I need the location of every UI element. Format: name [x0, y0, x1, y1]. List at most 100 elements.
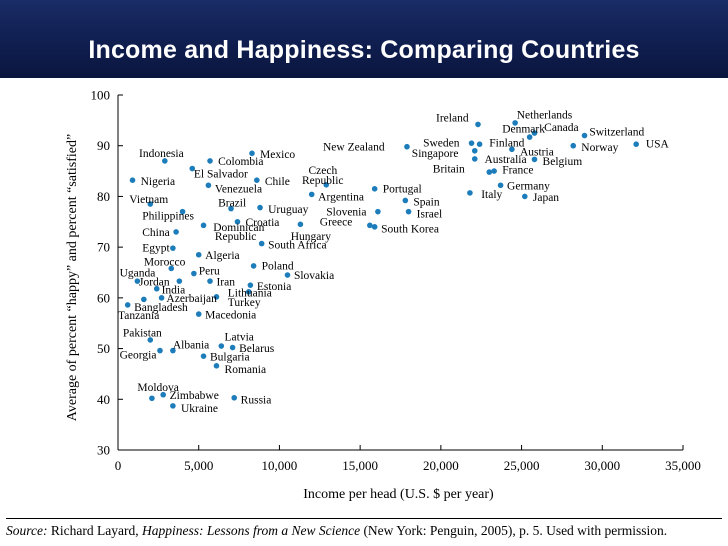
x-tick-label: 25,000 [504, 458, 540, 473]
data-point [147, 201, 154, 207]
title-banner [0, 0, 728, 78]
country-label: Germany [507, 180, 550, 192]
data-point [207, 158, 213, 164]
country-label: Estonia [257, 281, 292, 293]
country-label: Austria [520, 146, 554, 158]
x-tick-label: 15,000 [342, 458, 378, 473]
country-label: Republic [302, 175, 344, 187]
data-point [249, 150, 255, 157]
data-point [522, 193, 528, 200]
data-point [157, 347, 163, 354]
data-point [475, 121, 481, 128]
data-point [228, 205, 234, 212]
source-citation: Source: Richard Layard, Happiness: Lesso… [6, 523, 667, 539]
country-label: Switzerland [589, 127, 644, 139]
data-point [168, 265, 175, 272]
data-point [491, 168, 497, 174]
country-label: Bangladesh [134, 302, 188, 314]
data-point [371, 186, 378, 192]
country-label: Jordan [139, 277, 170, 289]
country-label: Czech [308, 165, 337, 177]
country-label: Ukraine [181, 403, 218, 415]
data-point [297, 221, 304, 228]
data-point [200, 353, 207, 359]
source-divider [6, 518, 722, 519]
data-point [497, 182, 504, 189]
country-label: Brazil [218, 198, 246, 210]
data-point [207, 278, 213, 284]
country-label: Finland [489, 138, 524, 150]
data-point [371, 224, 378, 230]
data-point [189, 165, 196, 172]
country-label: Pakistan [123, 327, 162, 339]
country-label: Sweden [423, 138, 460, 150]
data-point [158, 295, 165, 301]
country-label: Hungary [291, 231, 331, 243]
data-point [402, 197, 409, 204]
y-axis-label: Average of percent “happy” and percent “… [65, 134, 80, 421]
x-tick-label: 35,000 [665, 458, 701, 473]
country-label: Uruguay [268, 204, 308, 216]
x-tick-label: 30,000 [584, 458, 620, 473]
x-tick-label: 5,000 [184, 458, 213, 473]
country-label: China [142, 227, 169, 239]
data-point [229, 344, 236, 351]
country-label: Argentina [318, 191, 364, 203]
country-label: Canada [544, 122, 578, 134]
source-label: Source: [6, 523, 48, 538]
data-point [250, 263, 257, 269]
country-label: Albania [173, 340, 209, 352]
x-tick-label: 20,000 [423, 458, 459, 473]
country-label: Latvia [225, 331, 254, 343]
data-point [486, 169, 493, 175]
country-label: New Zealand [323, 142, 385, 154]
data-point [149, 395, 155, 402]
country-label: El Salvador [194, 169, 248, 181]
data-point [476, 141, 483, 147]
country-label: Singapore [412, 148, 459, 160]
country-label: Turkey [228, 297, 261, 309]
country-label: Norway [581, 142, 618, 154]
country-label: Peru [199, 265, 220, 277]
data-point [124, 302, 131, 308]
data-point [231, 394, 238, 401]
data-point [308, 191, 315, 198]
y-tick-label: 60 [97, 290, 110, 305]
data-point [162, 158, 168, 164]
data-point [170, 403, 176, 409]
country-label: Slovenia [326, 207, 366, 219]
country-label: Dominican [213, 222, 264, 234]
data-point [404, 143, 410, 150]
y-tick-label: 80 [97, 189, 110, 204]
data-point [245, 288, 252, 295]
country-label: Algeria [205, 250, 239, 262]
country-label: Indonesia [139, 148, 184, 160]
data-point [134, 278, 141, 284]
country-label: Australia [484, 154, 526, 166]
country-label: Japan [533, 192, 559, 204]
y-tick-label: 100 [91, 88, 111, 103]
country-label: Poland [262, 260, 294, 272]
y-tick-label: 70 [97, 240, 110, 255]
country-label: Morocco [144, 256, 186, 268]
data-point [247, 282, 254, 288]
country-label: Colombia [218, 156, 263, 168]
country-label: Ireland [436, 112, 469, 124]
country-label: Italy [481, 189, 502, 201]
country-label: Zimbabwe [170, 390, 219, 402]
y-tick-label: 90 [97, 138, 110, 153]
data-point [405, 208, 412, 215]
page-title: Income and Happiness: Comparing Countrie… [88, 36, 640, 64]
country-label: Azerbaijan [166, 293, 217, 305]
data-point [160, 391, 166, 398]
data-point [205, 182, 212, 189]
data-point [257, 204, 263, 211]
data-point [195, 251, 202, 258]
data-point [213, 294, 220, 300]
country-label: India [162, 285, 186, 297]
country-label: Uganda [120, 268, 156, 280]
data-point [234, 218, 241, 225]
country-label: Bulgaria [210, 352, 250, 364]
data-point [129, 177, 136, 183]
